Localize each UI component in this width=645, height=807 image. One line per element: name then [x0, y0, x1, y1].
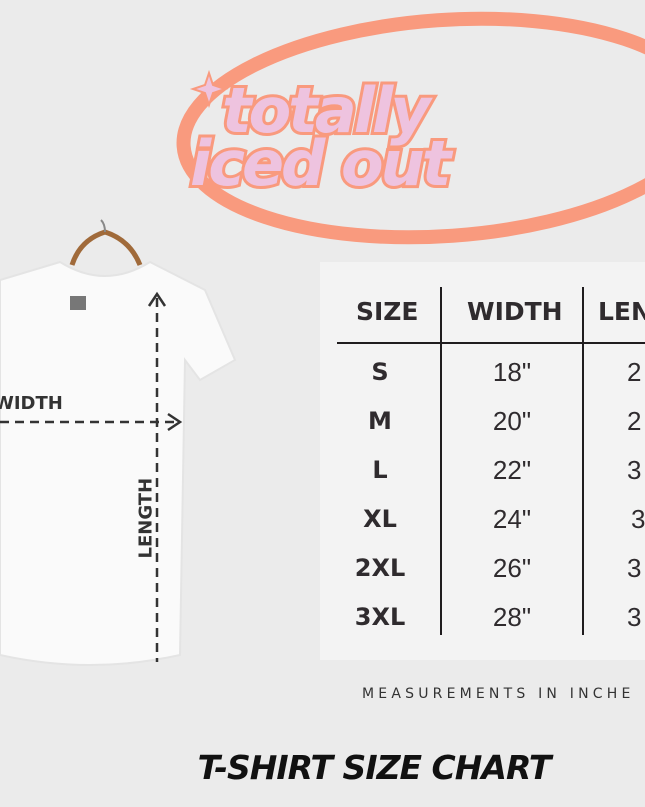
width-cell: 24" [492, 504, 532, 534]
size-cell: S [371, 358, 389, 386]
length-cell: 2 [627, 357, 642, 387]
size-cell: M [368, 407, 392, 435]
width-cell: 28" [492, 602, 532, 632]
totally-iced-out-logo: totally iced out [176, 11, 645, 245]
length-cell: 3 [627, 455, 642, 485]
width-cell: 26" [492, 553, 532, 583]
svg-text:totally: totally [222, 74, 433, 147]
header-divider [337, 342, 645, 344]
width-label: WIDTH [0, 393, 63, 414]
page-title: T-SHIRT SIZE CHART [197, 748, 552, 787]
size-table-panel [320, 262, 645, 660]
header-size: SIZE [356, 297, 419, 326]
length-cell: 3 [627, 602, 642, 632]
measurement-note: MEASUREMENTS IN INCHE [362, 686, 635, 702]
width-cell: 18" [492, 357, 532, 387]
length-label: LENGTH [135, 477, 157, 559]
size-cell: L [372, 456, 388, 484]
length-cell: 3 [627, 553, 642, 583]
length-cell: 3 [631, 504, 645, 534]
size-cell: XL [363, 505, 397, 533]
column-divider [582, 287, 584, 635]
svg-text:iced out: iced out [190, 127, 454, 200]
width-cell: 20" [492, 406, 532, 436]
width-cell: 22" [492, 455, 532, 485]
header-length: LEN [598, 297, 645, 326]
column-divider [440, 287, 442, 635]
t-shirt-image [0, 219, 237, 666]
size-cell: 3XL [354, 603, 406, 631]
size-cell: 2XL [354, 554, 406, 582]
length-cell: 2 [627, 406, 642, 436]
header-width: WIDTH [467, 297, 563, 326]
